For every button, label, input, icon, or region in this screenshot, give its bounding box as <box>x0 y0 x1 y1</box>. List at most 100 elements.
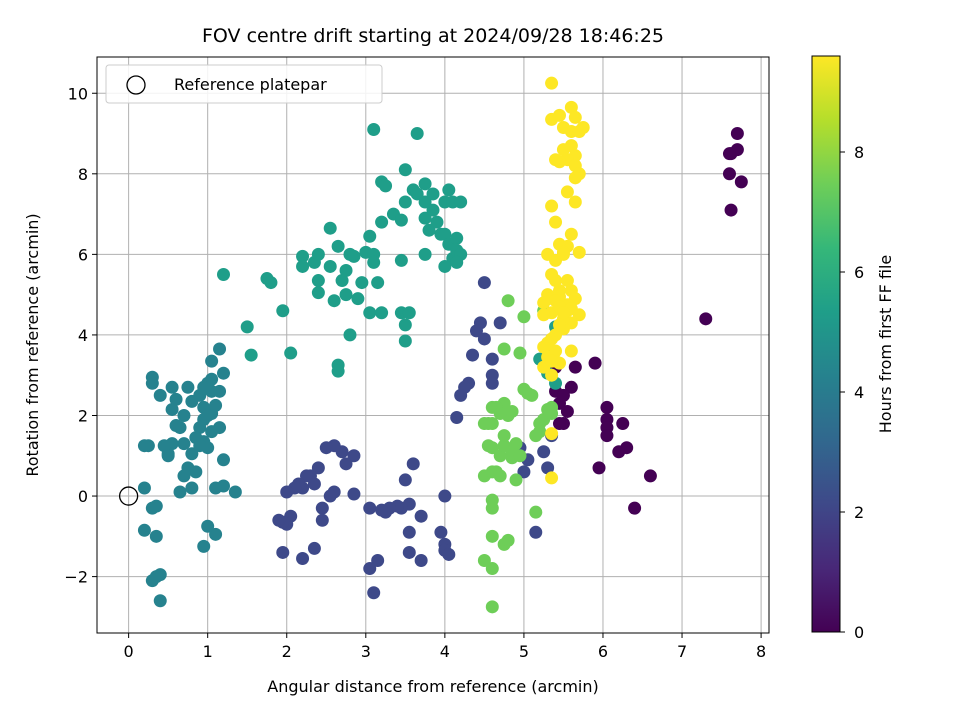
colorbar-tick-label: 4 <box>854 383 864 402</box>
data-point <box>209 398 223 412</box>
data-point <box>497 342 511 356</box>
data-point <box>588 356 602 370</box>
data-point <box>323 221 337 235</box>
data-point <box>296 259 310 273</box>
data-point <box>509 473 523 487</box>
data-point <box>193 439 207 453</box>
data-point <box>375 215 389 229</box>
data-point <box>264 276 278 290</box>
data-point <box>216 268 230 282</box>
data-point <box>529 525 543 539</box>
colorbar-tick-label: 2 <box>854 503 864 522</box>
data-point <box>450 411 464 425</box>
y-axis-label: Rotation from reference (arcmin) <box>23 213 42 476</box>
data-point <box>371 276 385 290</box>
plot-area <box>96 56 770 634</box>
data-point <box>418 247 432 261</box>
data-point <box>311 286 325 300</box>
data-point <box>276 304 290 318</box>
data-point <box>331 364 345 378</box>
data-point <box>564 227 578 241</box>
data-point <box>319 441 333 455</box>
y-tick-label: −2 <box>64 568 88 587</box>
data-point <box>193 421 207 435</box>
data-point <box>169 419 183 433</box>
y-tick-label: 6 <box>78 245 88 264</box>
data-point <box>454 195 468 209</box>
data-point <box>394 213 408 227</box>
data-point <box>418 177 432 191</box>
data-point <box>213 421 227 435</box>
data-point <box>343 328 357 342</box>
data-point <box>347 449 361 463</box>
data-point <box>643 469 657 483</box>
data-point <box>552 318 566 332</box>
colorbar-label: Hours from first FF file <box>876 255 895 434</box>
data-point <box>216 366 230 380</box>
x-tick-label: 1 <box>203 642 213 661</box>
data-point <box>564 100 578 114</box>
data-point <box>323 259 337 273</box>
data-point <box>549 344 563 358</box>
data-point <box>402 306 416 320</box>
data-point <box>280 485 294 499</box>
x-axis: 0 1 2 3 4 5 6 7 8 <box>124 633 766 661</box>
data-point <box>398 163 412 177</box>
data-point <box>209 527 223 541</box>
data-point <box>545 199 559 213</box>
y-tick-label: 10 <box>68 84 88 103</box>
data-point <box>137 439 151 453</box>
data-point <box>347 249 361 263</box>
data-point <box>552 108 566 122</box>
data-point <box>442 183 456 197</box>
data-point <box>537 340 551 354</box>
data-point <box>485 600 499 614</box>
data-point <box>406 457 420 471</box>
data-point <box>153 594 167 608</box>
data-point <box>165 380 179 394</box>
colorbar: 0 2 4 6 8 Hours from first FF file <box>811 55 895 642</box>
data-point <box>311 247 325 261</box>
data-point <box>157 439 171 453</box>
data-point <box>165 402 179 416</box>
data-point <box>485 441 499 455</box>
data-point <box>501 294 515 308</box>
data-point <box>201 519 215 533</box>
data-point <box>173 485 187 499</box>
data-point <box>485 376 499 390</box>
y-axis: −2 0 2 4 6 8 10 <box>64 84 97 587</box>
data-point <box>363 562 377 576</box>
data-point <box>213 342 227 356</box>
data-point <box>216 453 230 467</box>
data-point <box>572 245 586 259</box>
data-point <box>398 334 412 348</box>
data-point <box>556 143 570 157</box>
data-point <box>469 324 483 338</box>
data-point <box>307 541 321 555</box>
data-point <box>450 255 464 269</box>
data-point <box>367 255 381 269</box>
data-point <box>556 306 570 320</box>
x-tick-label: 2 <box>282 642 292 661</box>
data-point <box>355 276 369 290</box>
legend: Reference platepar <box>105 64 383 104</box>
data-point <box>485 562 499 576</box>
x-tick-label: 3 <box>361 642 371 661</box>
data-point <box>537 445 551 459</box>
data-point <box>149 499 163 513</box>
data-point <box>430 215 444 229</box>
data-point <box>335 274 349 288</box>
data-point <box>323 489 337 503</box>
data-point <box>398 473 412 487</box>
data-point <box>454 388 468 402</box>
data-point <box>564 380 578 394</box>
data-point <box>414 553 428 567</box>
data-point <box>410 127 424 141</box>
data-point <box>501 533 515 547</box>
data-point <box>414 509 428 523</box>
x-axis-label: Angular distance from reference (arcmin) <box>267 677 598 696</box>
data-point <box>339 263 353 277</box>
data-point <box>560 404 574 418</box>
data-point <box>529 505 543 519</box>
